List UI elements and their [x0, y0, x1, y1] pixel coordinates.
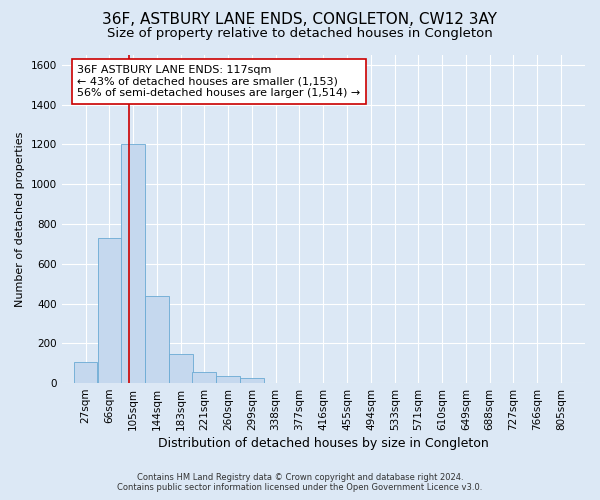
Bar	[240, 378, 263, 383]
Bar	[216, 376, 240, 383]
Text: Size of property relative to detached houses in Congleton: Size of property relative to detached ho…	[107, 28, 493, 40]
Bar	[121, 144, 145, 383]
Bar	[74, 362, 97, 383]
Bar	[98, 238, 121, 383]
X-axis label: Distribution of detached houses by size in Congleton: Distribution of detached houses by size …	[158, 437, 489, 450]
Text: 36F ASTBURY LANE ENDS: 117sqm
← 43% of detached houses are smaller (1,153)
56% o: 36F ASTBURY LANE ENDS: 117sqm ← 43% of d…	[77, 65, 361, 98]
Text: 36F, ASTBURY LANE ENDS, CONGLETON, CW12 3AY: 36F, ASTBURY LANE ENDS, CONGLETON, CW12 …	[103, 12, 497, 28]
Bar	[193, 372, 216, 383]
Y-axis label: Number of detached properties: Number of detached properties	[15, 132, 25, 306]
Text: Contains HM Land Registry data © Crown copyright and database right 2024.
Contai: Contains HM Land Registry data © Crown c…	[118, 473, 482, 492]
Bar	[169, 354, 193, 383]
Bar	[145, 296, 169, 383]
